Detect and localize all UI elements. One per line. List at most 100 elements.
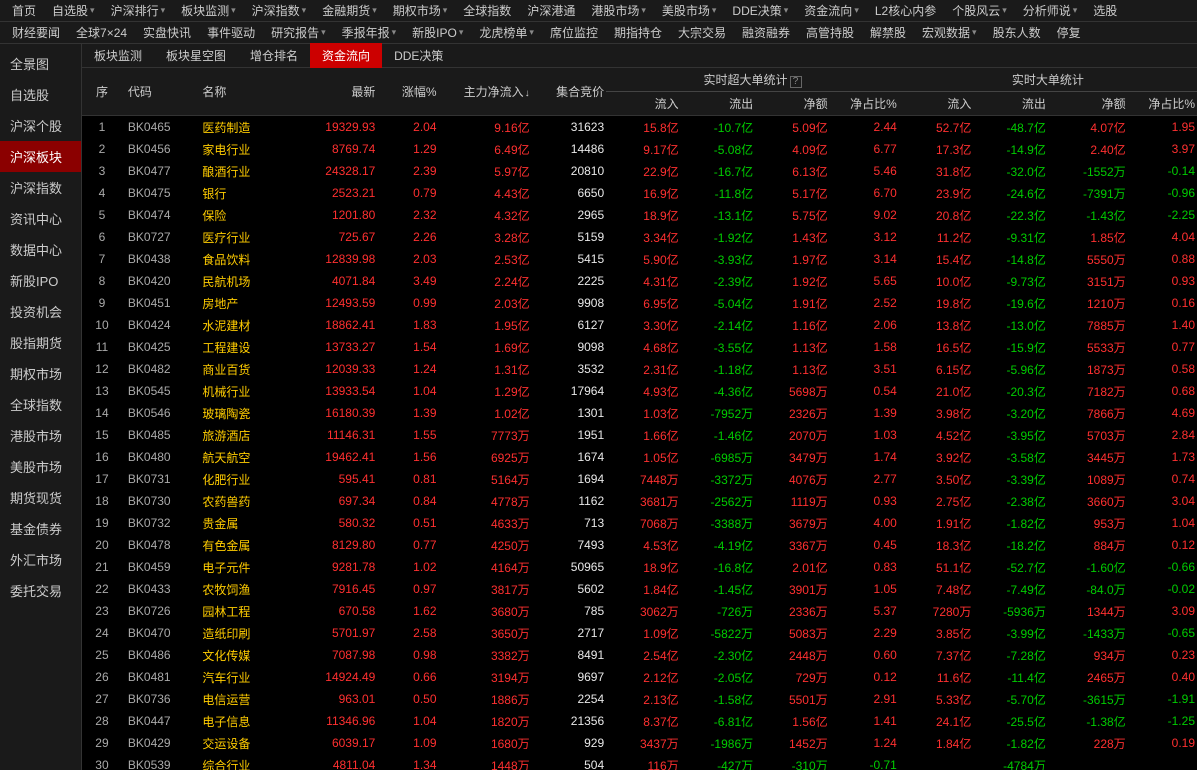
nav-item[interactable]: 金融期货 — [314, 2, 385, 19]
sidebar-item[interactable]: 全景图 — [0, 48, 81, 79]
th-latest[interactable]: 最新 — [292, 68, 377, 116]
sidebar-item[interactable]: 期货现货 — [0, 482, 81, 513]
th-ratio2[interactable]: 净占比% — [1128, 92, 1197, 116]
th-seq[interactable]: 序 — [82, 68, 122, 116]
nav-item[interactable]: 研究报告 — [263, 24, 334, 41]
th-out1[interactable]: 流出 — [681, 92, 756, 116]
table-row[interactable]: 13BK0545机械行业13933.541.041.29亿179644.93亿-… — [82, 380, 1197, 402]
sidebar-item[interactable]: 股指期货 — [0, 327, 81, 358]
nav-item[interactable]: DDE决策 — [724, 2, 796, 19]
nav-item[interactable]: 大宗交易 — [670, 24, 734, 41]
sidebar-item[interactable]: 自选股 — [0, 79, 81, 110]
nav-item[interactable]: 全球指数 — [455, 2, 519, 19]
sidebar-item[interactable]: 新股IPO — [0, 265, 81, 296]
nav-item[interactable]: 选股 — [1085, 2, 1125, 19]
nav-item[interactable]: 美股市场 — [654, 2, 725, 19]
nav-item[interactable]: 龙虎榜单 — [471, 24, 542, 41]
th-pct[interactable]: 涨幅% — [377, 68, 438, 116]
table-row[interactable]: 30BK0539综合行业4811.041.341448万504116万-427万… — [82, 754, 1197, 770]
tab[interactable]: 板块监测 — [82, 43, 154, 68]
table-row[interactable]: 7BK0438食品饮料12839.982.032.53亿54155.90亿-3.… — [82, 248, 1197, 270]
nav-item[interactable]: L2核心内参 — [867, 2, 944, 19]
sidebar-item[interactable]: 期权市场 — [0, 358, 81, 389]
table-row[interactable]: 12BK0482商业百货12039.331.241.31亿35322.31亿-1… — [82, 358, 1197, 380]
th-auction[interactable]: 集合竞价 — [532, 68, 607, 116]
table-row[interactable]: 26BK0481汽车行业14924.490.663194万96972.12亿-2… — [82, 666, 1197, 688]
th-net1[interactable]: 净额 — [755, 92, 830, 116]
nav-item[interactable]: 季报年报 — [334, 24, 405, 41]
sidebar-item[interactable]: 美股市场 — [0, 451, 81, 482]
th-ratio1[interactable]: 净占比% — [830, 92, 899, 116]
table-row[interactable]: 8BK0420民航机场4071.843.492.24亿22254.31亿-2.3… — [82, 270, 1197, 292]
nav-item[interactable]: 实盘快讯 — [135, 24, 199, 41]
th-code[interactable]: 代码 — [122, 68, 197, 116]
th-mainflow[interactable]: 主力净流入↓ — [439, 68, 532, 116]
table-row[interactable]: 10BK0424水泥建材18862.411.831.95亿61273.30亿-2… — [82, 314, 1197, 336]
sidebar-item[interactable]: 委托交易 — [0, 575, 81, 606]
table-row[interactable]: 9BK0451房地产12493.590.992.03亿99086.95亿-5.0… — [82, 292, 1197, 314]
table-row[interactable]: 25BK0486文化传媒7087.980.983382万84912.54亿-2.… — [82, 644, 1197, 666]
table-row[interactable]: 3BK0477酿酒行业24328.172.395.97亿2081022.9亿-1… — [82, 160, 1197, 182]
tab[interactable]: DDE决策 — [382, 43, 455, 68]
tab[interactable]: 增仓排名 — [238, 43, 310, 68]
nav-item[interactable]: 新股IPO — [404, 24, 471, 41]
nav-item[interactable]: 宏观数据 — [914, 24, 985, 41]
table-row[interactable]: 6BK0727医疗行业725.672.263.28亿51593.34亿-1.92… — [82, 226, 1197, 248]
nav-item[interactable]: 首页 — [4, 2, 44, 19]
sidebar-item[interactable]: 资讯中心 — [0, 203, 81, 234]
nav-item[interactable]: 融资融券 — [734, 24, 798, 41]
nav-item[interactable]: 期指持仓 — [606, 24, 670, 41]
table-row[interactable]: 16BK0480航天航空19462.411.566925万16741.05亿-6… — [82, 446, 1197, 468]
nav-item[interactable]: 分析师说 — [1015, 2, 1086, 19]
table-row[interactable]: 28BK0447电子信息11346.961.041820万213568.37亿-… — [82, 710, 1197, 732]
sidebar-item[interactable]: 沪深指数 — [0, 172, 81, 203]
table-row[interactable]: 20BK0478有色金属8129.800.774250万74934.53亿-4.… — [82, 534, 1197, 556]
table-row[interactable]: 18BK0730农药兽药697.340.844778万11623681万-256… — [82, 490, 1197, 512]
sidebar-item[interactable]: 全球指数 — [0, 389, 81, 420]
sidebar-item[interactable]: 数据中心 — [0, 234, 81, 265]
table-row[interactable]: 14BK0546玻璃陶瓷16180.391.391.02亿13011.03亿-7… — [82, 402, 1197, 424]
sidebar-item[interactable]: 投资机会 — [0, 296, 81, 327]
th-in2[interactable]: 流入 — [899, 92, 974, 116]
table-row[interactable]: 24BK0470造纸印刷5701.972.583650万27171.09亿-58… — [82, 622, 1197, 644]
table-row[interactable]: 2BK0456家电行业8769.741.296.49亿144869.17亿-5.… — [82, 138, 1197, 160]
nav-item[interactable]: 板块监测 — [173, 2, 244, 19]
nav-item[interactable]: 全球7×24 — [68, 24, 135, 41]
table-row[interactable]: 27BK0736电信运营963.010.501886万22542.13亿-1.5… — [82, 688, 1197, 710]
th-name[interactable]: 名称 — [196, 68, 292, 116]
nav-item[interactable]: 沪深排行 — [103, 2, 174, 19]
nav-item[interactable]: 高管持股 — [798, 24, 862, 41]
table-row[interactable]: 19BK0732贵金属580.320.514633万7137068万-3388万… — [82, 512, 1197, 534]
table-row[interactable]: 11BK0425工程建设13733.271.541.69亿90984.68亿-3… — [82, 336, 1197, 358]
nav-item[interactable]: 资金流向 — [796, 2, 867, 19]
nav-item[interactable]: 停复 — [1049, 24, 1089, 41]
nav-item[interactable]: 港股市场 — [583, 2, 654, 19]
sidebar-item[interactable]: 沪深个股 — [0, 110, 81, 141]
nav-item[interactable]: 事件驱动 — [199, 24, 263, 41]
sidebar-item[interactable]: 沪深板块 — [0, 141, 81, 172]
table-row[interactable]: 23BK0726园林工程670.581.623680万7853062万-726万… — [82, 600, 1197, 622]
th-out2[interactable]: 流出 — [973, 92, 1048, 116]
table-row[interactable]: 22BK0433农牧饲渔7916.450.973817万56021.84亿-1.… — [82, 578, 1197, 600]
table-row[interactable]: 17BK0731化肥行业595.410.815164万16947448万-337… — [82, 468, 1197, 490]
nav-item[interactable]: 自选股 — [44, 2, 103, 19]
table-row[interactable]: 15BK0485旅游酒店11146.311.557773万19511.66亿-1… — [82, 424, 1197, 446]
nav-item[interactable]: 个股风云 — [944, 2, 1015, 19]
table-row[interactable]: 5BK0474保险1201.802.324.32亿296518.9亿-13.1亿… — [82, 204, 1197, 226]
sidebar-item[interactable]: 外汇市场 — [0, 544, 81, 575]
sidebar-item[interactable]: 基金债券 — [0, 513, 81, 544]
nav-item[interactable]: 股东人数 — [985, 24, 1049, 41]
th-net2[interactable]: 净额 — [1048, 92, 1128, 116]
table-row[interactable]: 1BK0465医药制造19329.932.049.16亿3162315.8亿-1… — [82, 116, 1197, 139]
th-in1[interactable]: 流入 — [606, 92, 681, 116]
nav-item[interactable]: 期权市场 — [385, 2, 456, 19]
nav-item[interactable]: 席位监控 — [542, 24, 606, 41]
nav-item[interactable]: 沪深港通 — [519, 2, 583, 19]
table-row[interactable]: 4BK0475银行2523.210.794.43亿665016.9亿-11.8亿… — [82, 182, 1197, 204]
table-row[interactable]: 29BK0429交运设备6039.171.091680万9293437万-198… — [82, 732, 1197, 754]
nav-item[interactable]: 解禁股 — [862, 24, 914, 41]
table-row[interactable]: 21BK0459电子元件9281.781.024164万5096518.9亿-1… — [82, 556, 1197, 578]
sidebar-item[interactable]: 港股市场 — [0, 420, 81, 451]
tab[interactable]: 板块星空图 — [154, 43, 238, 68]
nav-item[interactable]: 财经要闻 — [4, 24, 68, 41]
